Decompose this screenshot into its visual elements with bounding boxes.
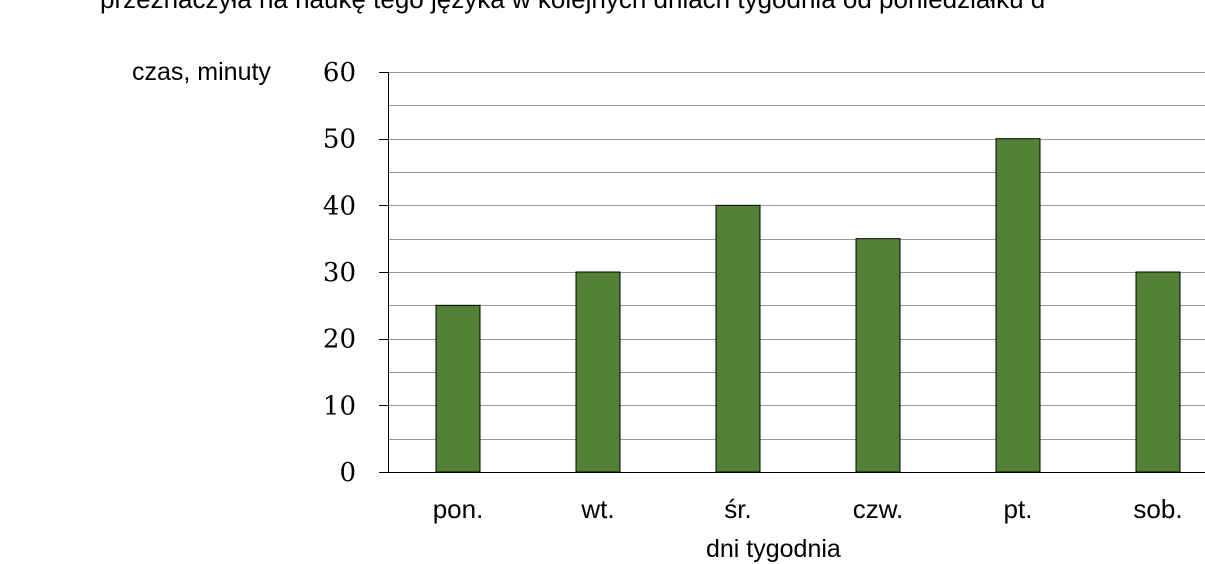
x-tick-label: czw. xyxy=(853,494,904,524)
y-tick-label: 0 xyxy=(339,458,356,488)
bar-pt. xyxy=(995,138,1041,473)
bar-sob. xyxy=(1135,271,1181,473)
y-tick-label: 40 xyxy=(323,191,356,221)
y-axis-label: czas, minuty xyxy=(132,58,271,86)
bar-wt. xyxy=(575,271,621,473)
y-tick-label: 30 xyxy=(323,258,356,288)
y-tick-labels: 0 10 20 30 40 50 60 xyxy=(323,58,356,488)
y-tick-label: 20 xyxy=(323,325,356,355)
y-tick-label: 50 xyxy=(323,125,356,155)
x-tick-label: pt. xyxy=(1004,494,1033,524)
y-tick-label: 60 xyxy=(323,58,356,88)
y-tick-label: 10 xyxy=(323,391,356,421)
x-tick-label: wt. xyxy=(580,494,614,524)
axes xyxy=(379,72,1205,473)
bar-śr. xyxy=(715,204,761,473)
x-tick-labels: pon. wt. śr. czw. pt. sob. xyxy=(433,494,1183,524)
bars xyxy=(435,138,1181,473)
x-tick-label: sob. xyxy=(1133,494,1182,524)
bar-chart: 0 10 20 30 40 50 60 pon. wt. śr. czw. pt. sob. xyxy=(323,58,1205,524)
x-tick-label: śr. xyxy=(724,494,751,524)
bar-czw. xyxy=(855,238,901,473)
page-title: przeznaczyła na naukę tego języka w kole… xyxy=(100,0,1045,15)
bar-pon. xyxy=(435,304,481,473)
gridlines xyxy=(388,72,1205,440)
x-tick-label: pon. xyxy=(433,494,484,524)
